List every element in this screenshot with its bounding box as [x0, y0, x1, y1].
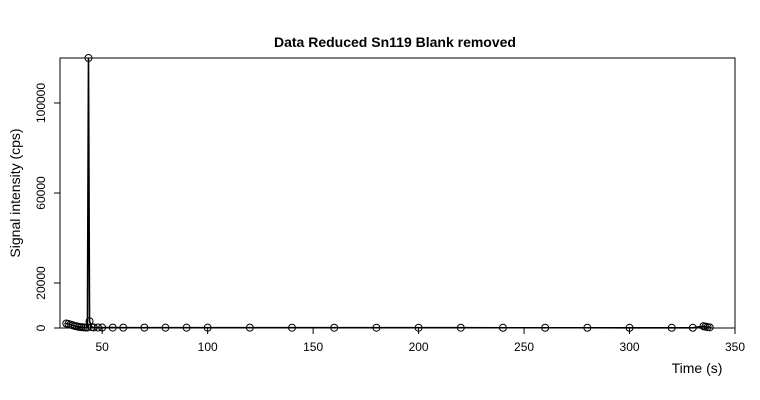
data-point: [161, 323, 170, 332]
x-tick-label: 350: [725, 340, 745, 354]
x-axis-label: Time (s): [672, 360, 723, 376]
data-point: [288, 323, 297, 332]
data-point: [93, 323, 102, 332]
chart-title: Data Reduced Sn119 Blank removed: [274, 34, 516, 50]
data-point: [84, 54, 93, 62]
data-point: [140, 323, 149, 332]
data-point: [119, 323, 128, 332]
y-axis-label: Signal intensity (cps): [7, 128, 23, 257]
data-point: [182, 323, 191, 332]
data-point: [414, 323, 423, 332]
y-tick-label: 0: [34, 324, 48, 331]
x-tick-label: 100: [198, 340, 218, 354]
y-ticks: 0 20000 60000 100000: [34, 83, 60, 331]
y-tick-label: 20000: [34, 266, 48, 300]
data-point: [89, 323, 98, 332]
x-ticks: 50 100 150 200 250 300 350: [96, 328, 745, 354]
data-point: [456, 323, 465, 332]
series-line: [65, 57, 711, 329]
series-layer: [62, 54, 714, 332]
data-point: [688, 323, 697, 332]
y-tick-label: 60000: [34, 176, 48, 210]
x-tick-label: 200: [409, 340, 429, 354]
y-tick-label: 100000: [34, 83, 48, 123]
data-point: [541, 323, 550, 332]
data-point: [245, 323, 254, 332]
x-tick-label: 150: [303, 340, 323, 354]
data-point: [372, 323, 381, 332]
data-point: [98, 323, 107, 332]
data-point: [705, 323, 714, 332]
data-point: [85, 317, 94, 326]
data-point: [667, 323, 676, 332]
data-point: [498, 323, 507, 332]
data-point: [330, 323, 339, 332]
x-tick-label: 50: [96, 340, 110, 354]
data-point: [108, 323, 117, 332]
data-point: [583, 323, 592, 332]
plot-frame: [59, 57, 736, 329]
data-point: [625, 323, 634, 332]
x-tick-label: 250: [514, 340, 534, 354]
data-point: [203, 323, 212, 332]
x-tick-label: 300: [620, 340, 640, 354]
